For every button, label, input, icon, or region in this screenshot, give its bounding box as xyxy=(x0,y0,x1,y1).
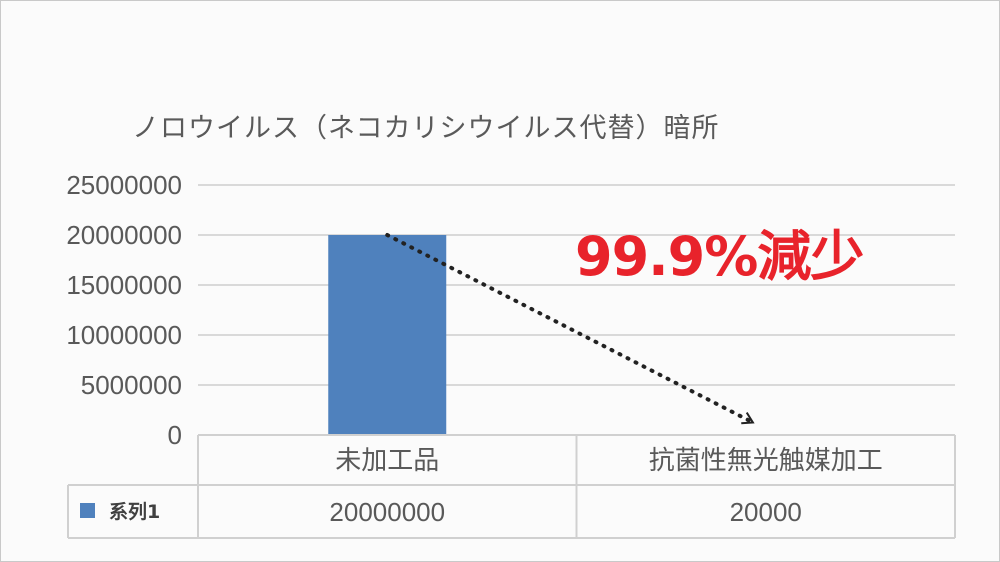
y-tick-label: 20000000 xyxy=(66,220,182,250)
y-tick-label: 0 xyxy=(168,420,182,450)
y-tick-label: 5000000 xyxy=(81,370,182,400)
chart-title: ノロウイルス（ネコカリシウイルス代替）暗所 xyxy=(132,113,720,144)
value-label: 20000000 xyxy=(329,497,445,527)
legend-label: 系列1 xyxy=(109,501,160,523)
y-tick-label: 25000000 xyxy=(66,170,182,200)
y-tick-label: 15000000 xyxy=(66,270,182,300)
legend-swatch xyxy=(80,503,95,518)
bar-0 xyxy=(328,235,447,435)
y-tick-label: 10000000 xyxy=(66,320,182,350)
category-label: 未加工品 xyxy=(335,446,439,476)
reduction-arrow xyxy=(385,233,755,425)
category-label: 抗菌性無光触媒加工 xyxy=(649,446,883,476)
value-label: 20000 xyxy=(730,497,802,527)
reduction-annotation: 99.9%減少 xyxy=(575,225,864,288)
